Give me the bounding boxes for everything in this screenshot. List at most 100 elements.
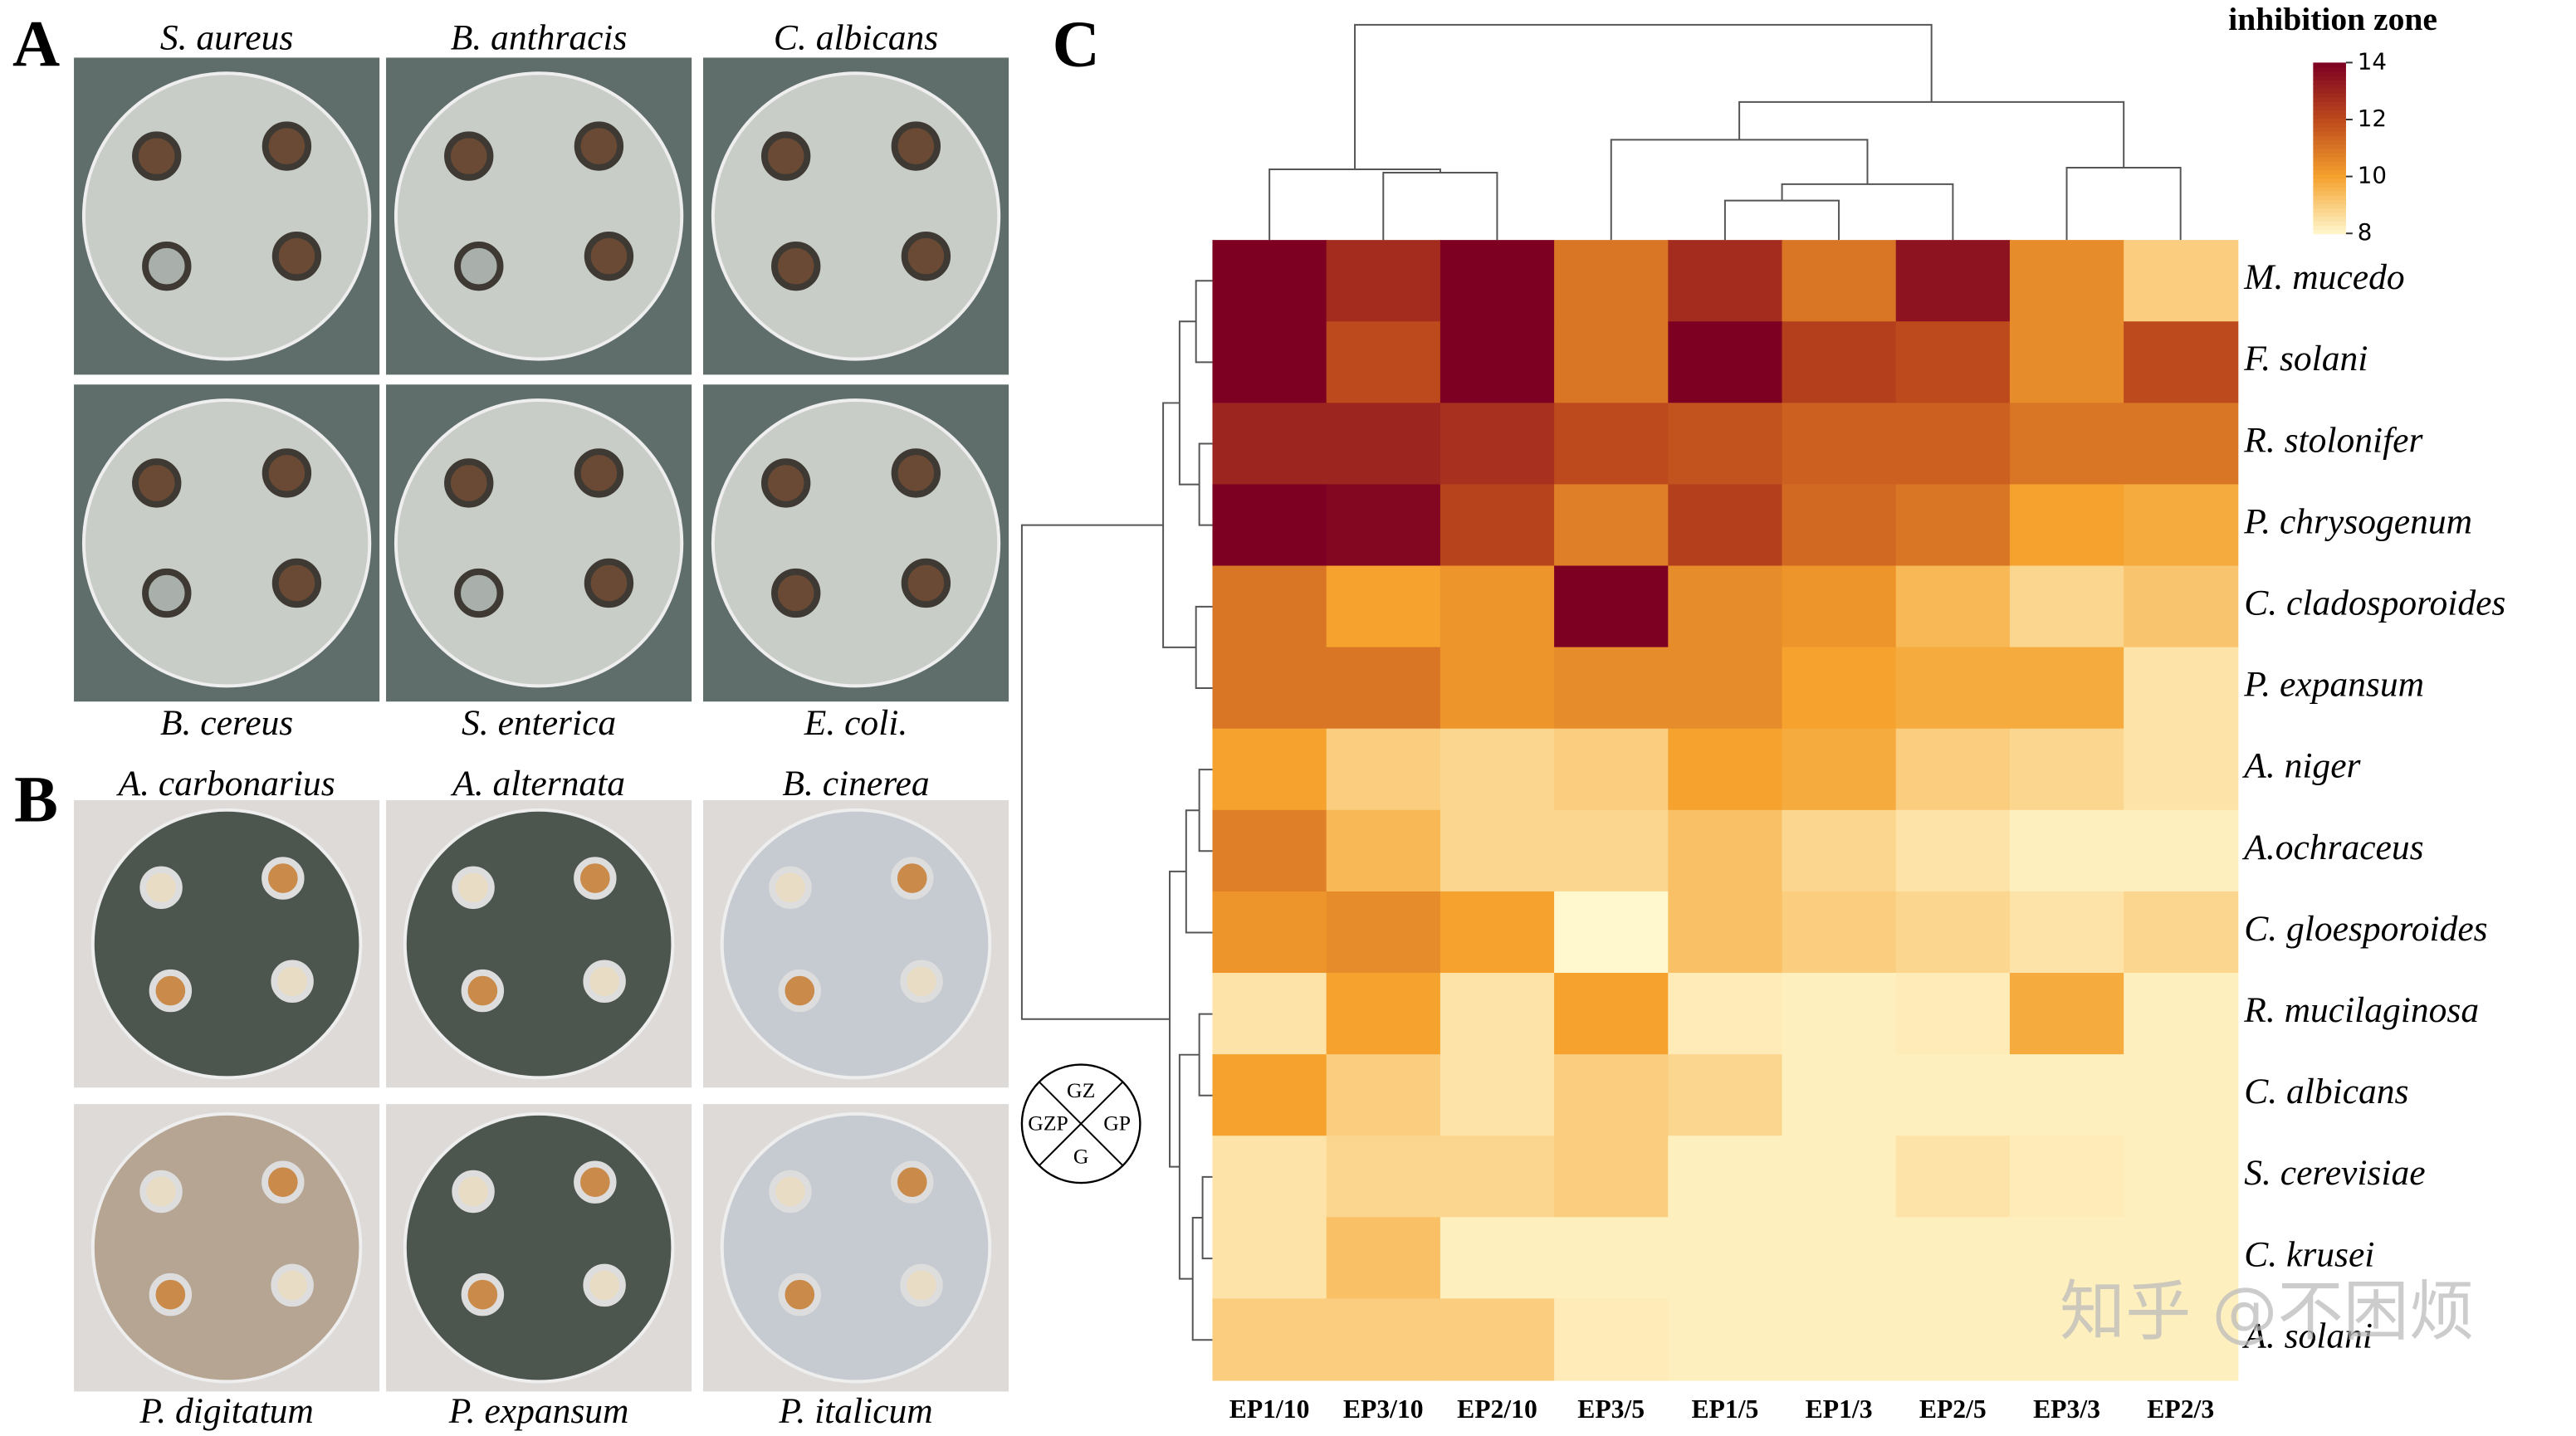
heatmap-cell <box>1440 565 1556 648</box>
heatmap-cell <box>2124 728 2239 811</box>
plate <box>393 398 684 688</box>
heatmap-cell <box>1782 1054 1897 1137</box>
dendrogram-branch <box>1198 769 1213 852</box>
heatmap-cell <box>1440 1217 1556 1300</box>
heatmap-cell <box>1554 240 1669 323</box>
key-label: GZP <box>1028 1111 1068 1136</box>
plate <box>711 398 1001 688</box>
colorbar-segment <box>2313 208 2346 213</box>
heatmap-cell <box>1782 647 1897 730</box>
heatmap-cell <box>1326 728 1441 811</box>
colorbar-segment <box>2313 156 2346 162</box>
well <box>452 866 495 910</box>
colorbar-segment <box>2313 105 2346 110</box>
heatmap-cell <box>1668 1136 1783 1219</box>
colorbar-segment <box>2313 100 2346 106</box>
heatmap-cell <box>2009 1136 2125 1219</box>
well <box>901 558 951 608</box>
heatmap-cell <box>1440 728 1556 811</box>
heatmap-cell <box>1440 973 1556 1056</box>
well <box>454 242 504 291</box>
row-label: A. niger <box>2241 746 2361 786</box>
heatmap-cell <box>1782 1136 1897 1219</box>
column-label: EP1/3 <box>1806 1394 1873 1424</box>
well <box>139 866 183 910</box>
colorbar-segment <box>2313 203 2346 209</box>
dendrogram-branch <box>1195 280 1213 364</box>
colorbar-segment <box>2313 62 2346 68</box>
heatmap-cell <box>1440 647 1556 730</box>
heatmap-cell <box>1554 891 1669 974</box>
watermark: 知乎 @不困烦 <box>2060 1273 2475 1350</box>
well <box>444 131 494 181</box>
column-label: EP1/10 <box>1229 1394 1310 1424</box>
row-label: C. krusei <box>2244 1234 2374 1274</box>
heatmap-cell <box>1668 1298 1783 1381</box>
row-dendrogram <box>1020 280 1213 1341</box>
heatmap-cell <box>1326 1298 1441 1381</box>
colorbar-segment <box>2313 79 2346 85</box>
colorbar-segment <box>2313 216 2346 222</box>
heatmap-cell <box>1895 565 2011 648</box>
heatmap-cell <box>1554 1136 1669 1219</box>
plate <box>720 1111 992 1384</box>
heatmap-cell <box>1782 891 1897 974</box>
well <box>574 448 624 498</box>
heatmap-cell <box>1895 891 2011 974</box>
heatmap-cell <box>1440 240 1556 323</box>
heatmap-cell <box>1212 1217 1327 1300</box>
colorbar-segment <box>2313 194 2346 201</box>
colorbar-title: inhibition zone <box>2228 1 2437 37</box>
well <box>583 1263 626 1307</box>
colorbar-segment <box>2313 190 2346 196</box>
heatmap-cell <box>1782 1298 1897 1381</box>
well <box>583 960 626 1003</box>
row-label: C. albicans <box>2244 1072 2408 1111</box>
heatmap-cell <box>1212 1298 1327 1381</box>
dendrogram-branch <box>1781 183 1954 241</box>
heatmap-cell <box>1212 403 1327 486</box>
key-label: GP <box>1103 1111 1131 1136</box>
heatmap-cell <box>1782 321 1897 404</box>
heatmap-cell <box>1554 1054 1669 1137</box>
heatmap-cell <box>1895 728 2011 811</box>
heatmap-cell <box>2124 647 2239 730</box>
heatmap-cell <box>1782 240 1897 323</box>
well <box>139 1170 183 1214</box>
panel-letter: A <box>12 7 60 81</box>
heatmap-cell <box>1212 321 1327 404</box>
colorbar-tick-label: 10 <box>2358 162 2387 189</box>
heatmap-cell <box>1895 647 2011 730</box>
heatmap-cell <box>2124 973 2239 1056</box>
colorbar-segment <box>2313 75 2346 81</box>
heatmap-cell <box>2124 240 2239 323</box>
dendrogram-branch <box>1020 524 1171 1020</box>
heatmap-cell <box>1212 1136 1327 1219</box>
heatmap-cell <box>1895 484 2011 567</box>
well <box>574 1160 617 1204</box>
heatmap-cell <box>2009 891 2125 974</box>
heatmap-cell <box>2009 484 2125 567</box>
heatmap-cell <box>1782 1217 1897 1300</box>
colorbar-segment <box>2313 186 2346 192</box>
heatmap-cell <box>1668 728 1783 811</box>
row-label: A. solani <box>2241 1316 2373 1355</box>
well <box>900 960 943 1003</box>
key-label: G <box>1073 1144 1089 1168</box>
well <box>891 121 941 171</box>
colorbar-segment <box>2313 96 2346 102</box>
heatmap-cell <box>2009 240 2125 323</box>
plate-label: S. aureus <box>160 18 293 58</box>
heatmap-cell <box>1440 484 1556 567</box>
heatmap-cell <box>1212 728 1327 811</box>
well <box>900 1263 943 1307</box>
colorbar-segment <box>2313 173 2346 179</box>
plate <box>720 808 992 1080</box>
well <box>454 568 504 618</box>
well <box>132 131 182 181</box>
heatmap-cell <box>1326 1217 1441 1300</box>
well <box>901 231 951 281</box>
well <box>769 866 812 910</box>
dendrogram-branch <box>1201 1175 1213 1260</box>
